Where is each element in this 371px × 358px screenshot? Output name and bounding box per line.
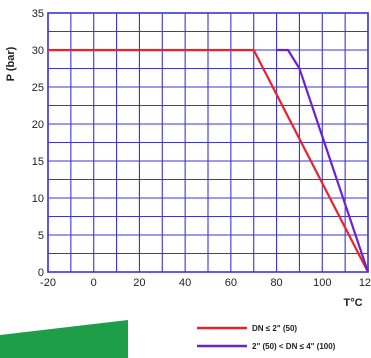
y-tick-label: 30 (32, 45, 44, 57)
x-tick-label: -20 (40, 277, 56, 289)
y-tick-label: 0 (38, 267, 44, 279)
x-tick-label: 40 (179, 277, 191, 289)
y-axis-label: P (bar) (5, 46, 17, 81)
y-tick-label: 25 (32, 82, 44, 94)
x-tick-label: 20 (133, 277, 145, 289)
series-line-2 (276, 48, 370, 273)
y-tick-label: 5 (38, 230, 44, 242)
plot-frame (47, 12, 369, 273)
legend: DN ≤ 2" (50) 2" (50) < DN ≤ 4" (100) (197, 324, 336, 351)
y-tick-label: 20 (32, 119, 44, 131)
legend-label-2: 2" (50) < DN ≤ 4" (100) (252, 342, 336, 351)
series-layer (48, 48, 370, 273)
y-tick-label: 10 (32, 193, 44, 205)
green-corner-shape (0, 320, 128, 358)
y-tick-labels: 0 5 10 15 20 25 30 35 (32, 8, 44, 279)
y-tick-label: 35 (32, 8, 44, 20)
x-tick-label: 0 (91, 277, 97, 289)
legend-label-1: DN ≤ 2" (50) (252, 324, 297, 333)
series-line-1 (48, 48, 369, 273)
x-tick-label: 100 (313, 277, 331, 289)
x-tick-label: 80 (270, 277, 282, 289)
grid (47, 12, 369, 273)
x-tick-label: 120 (359, 277, 371, 289)
y-tick-label: 15 (32, 156, 44, 168)
x-tick-labels: -20 0 20 40 60 80 100 120 (40, 277, 371, 289)
x-axis-label: T°C (343, 297, 362, 309)
x-tick-label: 60 (225, 277, 237, 289)
